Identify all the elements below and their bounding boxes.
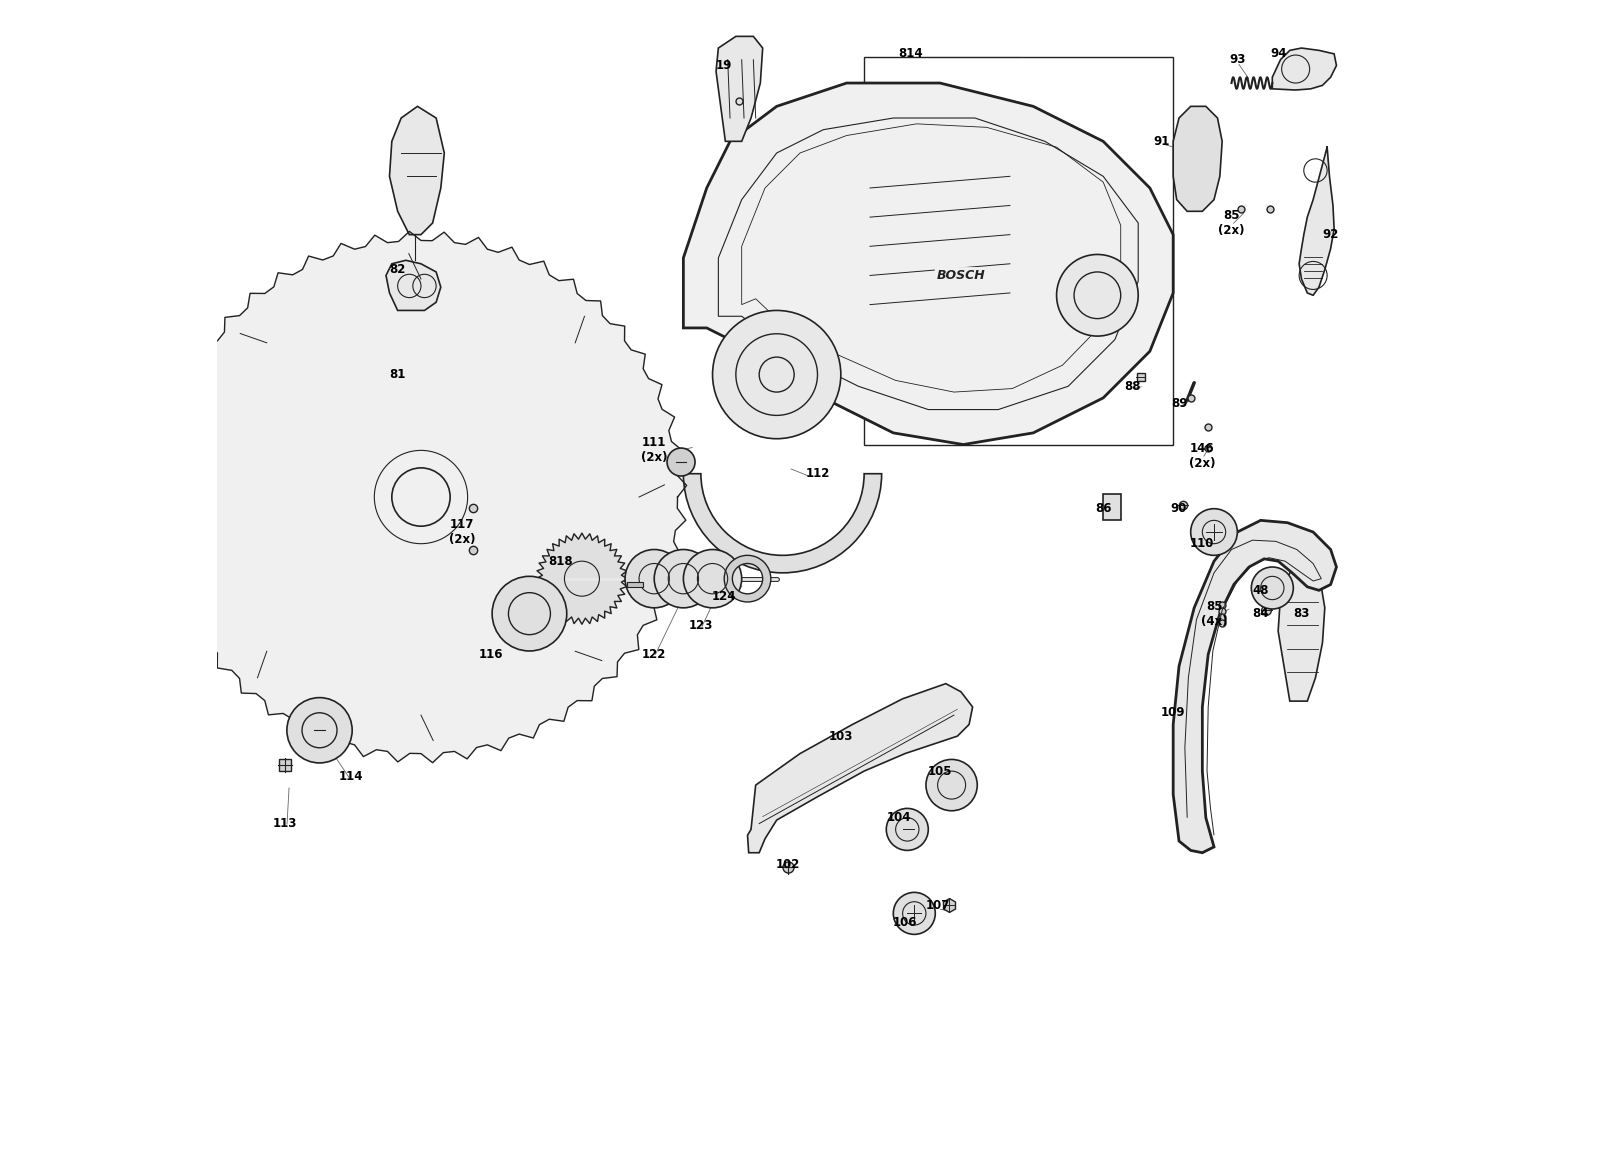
Text: 109: 109 bbox=[1162, 706, 1186, 719]
Polygon shape bbox=[1173, 106, 1222, 212]
Polygon shape bbox=[1299, 147, 1334, 296]
Text: 93: 93 bbox=[1229, 54, 1245, 67]
Text: 94: 94 bbox=[1270, 48, 1286, 61]
Text: 124: 124 bbox=[712, 589, 736, 603]
Text: 84: 84 bbox=[1253, 607, 1269, 621]
Text: 105: 105 bbox=[928, 765, 952, 777]
Wedge shape bbox=[683, 473, 882, 573]
Text: 90: 90 bbox=[1171, 503, 1187, 516]
Text: 85
(4x): 85 (4x) bbox=[1200, 600, 1227, 628]
Polygon shape bbox=[1272, 48, 1336, 90]
Text: 116: 116 bbox=[478, 648, 504, 660]
Text: BOSCH: BOSCH bbox=[936, 269, 986, 282]
Polygon shape bbox=[717, 36, 763, 141]
Text: 86: 86 bbox=[1094, 503, 1112, 516]
Polygon shape bbox=[1278, 561, 1325, 701]
Text: 814: 814 bbox=[899, 48, 923, 61]
Text: 104: 104 bbox=[886, 811, 912, 824]
Text: 123: 123 bbox=[688, 618, 714, 631]
Text: 92: 92 bbox=[1323, 228, 1339, 241]
Text: 89: 89 bbox=[1171, 397, 1187, 410]
Circle shape bbox=[683, 549, 742, 608]
Text: 103: 103 bbox=[829, 729, 853, 742]
Text: 91: 91 bbox=[1154, 134, 1170, 147]
Text: 113: 113 bbox=[272, 817, 296, 830]
Text: 102: 102 bbox=[776, 858, 800, 871]
Polygon shape bbox=[386, 261, 442, 311]
Circle shape bbox=[493, 576, 566, 651]
Circle shape bbox=[893, 892, 936, 934]
Circle shape bbox=[1190, 509, 1237, 555]
Text: 48: 48 bbox=[1253, 583, 1269, 597]
Polygon shape bbox=[683, 83, 1173, 444]
Text: 107: 107 bbox=[925, 899, 950, 912]
Polygon shape bbox=[536, 533, 627, 624]
Circle shape bbox=[626, 549, 683, 608]
Circle shape bbox=[654, 549, 712, 608]
Polygon shape bbox=[1104, 493, 1120, 520]
Circle shape bbox=[1251, 567, 1293, 609]
Circle shape bbox=[886, 809, 928, 850]
Text: 82: 82 bbox=[389, 263, 406, 276]
Polygon shape bbox=[389, 106, 445, 235]
Circle shape bbox=[1056, 255, 1138, 337]
Text: 112: 112 bbox=[805, 468, 830, 480]
Text: 818: 818 bbox=[549, 554, 573, 568]
Circle shape bbox=[286, 698, 352, 763]
Polygon shape bbox=[1173, 520, 1336, 852]
Circle shape bbox=[926, 760, 978, 811]
Text: 111
(2x): 111 (2x) bbox=[642, 436, 667, 464]
Text: 110: 110 bbox=[1190, 538, 1214, 551]
Polygon shape bbox=[627, 582, 643, 587]
Text: 88: 88 bbox=[1125, 380, 1141, 393]
Text: 81: 81 bbox=[389, 368, 406, 381]
Text: 117
(2x): 117 (2x) bbox=[448, 518, 475, 546]
Text: 114: 114 bbox=[339, 770, 363, 783]
Text: 19: 19 bbox=[717, 58, 733, 72]
Circle shape bbox=[712, 311, 842, 438]
Circle shape bbox=[667, 448, 694, 476]
Polygon shape bbox=[747, 684, 973, 852]
Text: 83: 83 bbox=[1293, 607, 1310, 621]
Wedge shape bbox=[725, 555, 771, 602]
Text: 106: 106 bbox=[893, 916, 917, 929]
Text: 85
(2x): 85 (2x) bbox=[1218, 209, 1245, 237]
Polygon shape bbox=[155, 231, 686, 762]
Text: 146
(2x): 146 (2x) bbox=[1189, 442, 1216, 470]
Text: 122: 122 bbox=[642, 648, 667, 660]
